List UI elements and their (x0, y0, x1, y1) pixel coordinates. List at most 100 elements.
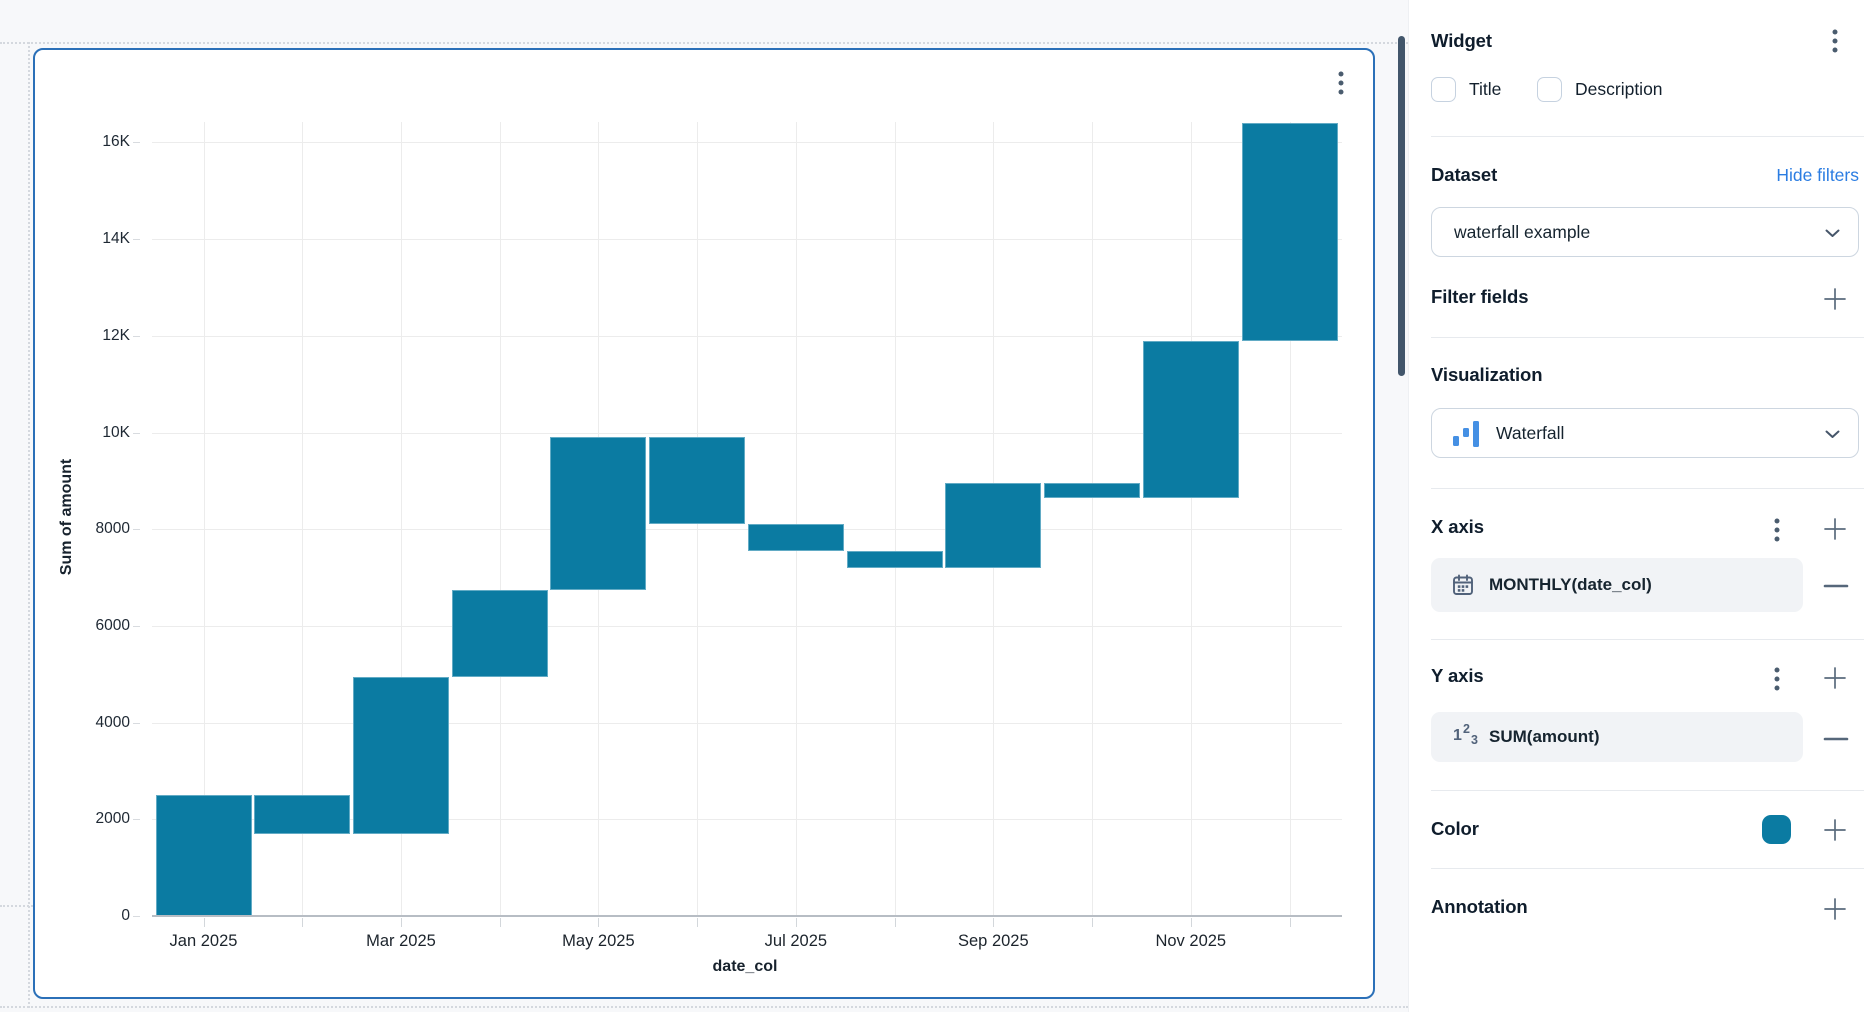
x-axis-tick (203, 918, 205, 927)
hide-filters-link[interactable]: Hide filters (1776, 165, 1859, 185)
plot-horizontal-gridline (152, 625, 1342, 627)
waterfall-bar[interactable] (155, 795, 252, 916)
waterfall-bar[interactable] (451, 589, 548, 677)
dataset-select[interactable]: waterfall example (1431, 207, 1859, 257)
title-checkbox[interactable] (1431, 77, 1456, 102)
add-x-axis-field-plus-icon[interactable] (1822, 516, 1848, 542)
waterfall-bar[interactable] (254, 795, 351, 834)
x-axis-kebab-menu-icon[interactable] (1772, 517, 1782, 543)
remove-x-axis-field-minus-icon[interactable] (1823, 579, 1849, 589)
waterfall-bar[interactable] (649, 437, 746, 525)
waterfall-bar[interactable] (747, 524, 844, 551)
plot-horizontal-gridline (152, 335, 1342, 337)
y-tick-label: 10K (102, 423, 130, 441)
add-annotation-plus-icon[interactable] (1822, 896, 1848, 922)
section-divider (1431, 488, 1864, 489)
filter-fields-section-title: Filter fields (1431, 286, 1529, 307)
add-y-axis-field-plus-icon[interactable] (1822, 665, 1848, 691)
x-axis-tick (795, 918, 797, 927)
x-tick-label: Jul 2025 (764, 932, 828, 950)
canvas-grid-guide-top (0, 42, 1408, 44)
y-axis-tick (133, 335, 140, 337)
waterfall-bar[interactable] (352, 676, 449, 834)
waterfall-bar[interactable] (945, 483, 1042, 568)
dataset-select-value: waterfall example (1454, 222, 1591, 242)
waterfall-bar[interactable] (846, 550, 943, 568)
widget-kebab-menu-icon[interactable] (1336, 70, 1346, 96)
waterfall-bar[interactable] (1044, 483, 1141, 498)
plot-horizontal-gridline (152, 239, 1342, 241)
x-axis-tick (1289, 918, 1291, 927)
y-tick-label: 14K (102, 230, 130, 248)
y-tick-label: 0 (121, 907, 130, 924)
description-checkbox-label: Description (1575, 79, 1663, 99)
visualization-select-value: Waterfall (1496, 423, 1565, 443)
color-section-title: Color (1431, 818, 1479, 839)
y-axis-section-title: Y axis (1431, 665, 1484, 686)
plot-vertical-gridline (499, 122, 501, 916)
x-axis-tick (302, 918, 304, 927)
add-filter-field-plus-icon[interactable] (1822, 286, 1848, 312)
plot-horizontal-gridline (152, 529, 1342, 531)
y-axis-tick (133, 142, 140, 144)
plot-vertical-gridline (203, 122, 205, 916)
plot-horizontal-gridline (152, 142, 1342, 144)
section-divider (1431, 868, 1864, 869)
x-axis-tick (697, 918, 699, 927)
x-axis-tick (400, 918, 402, 927)
x-tick-label: Sep 2025 (958, 932, 1029, 950)
plot-vertical-gridline (1289, 122, 1291, 916)
canvas-grid-guide-left (28, 42, 30, 1008)
section-divider (1431, 790, 1864, 791)
y-axis-tick (133, 722, 140, 724)
y-axis-tick (133, 529, 140, 531)
y-axis-field-label: SUM(amount) (1489, 727, 1600, 746)
y-axis-tick (133, 239, 140, 241)
widget-kebab-menu-icon[interactable] (1830, 28, 1840, 56)
plot-vertical-gridline (400, 122, 402, 916)
y-tick-label: 4000 (95, 713, 130, 731)
waterfall-bar[interactable] (1241, 123, 1338, 341)
waterfall-bar[interactable] (1142, 340, 1239, 498)
y-tick-label: 8000 (95, 520, 130, 538)
panel-scrollbar-thumb[interactable] (1398, 36, 1405, 376)
x-axis-tick (894, 918, 896, 927)
x-tick-label: Mar 2025 (366, 932, 436, 950)
widget-section-title: Widget (1431, 30, 1492, 51)
x-tick-label: Nov 2025 (1155, 932, 1227, 950)
x-axis-tick (1190, 918, 1192, 927)
visualization-select[interactable]: Waterfall (1431, 408, 1859, 458)
y-axis-kebab-menu-icon[interactable] (1772, 666, 1782, 692)
x-axis-field-label: MONTHLY(date_col) (1489, 575, 1652, 594)
description-checkbox[interactable] (1537, 77, 1562, 102)
x-axis-tick (993, 918, 995, 927)
x-axis-title: date_col (712, 958, 778, 975)
section-divider (1431, 136, 1864, 137)
plot-vertical-gridline (1190, 122, 1192, 916)
calendar-icon (1453, 574, 1473, 595)
x-tick-label: May 2025 (562, 932, 635, 950)
x-axis-tick (499, 918, 501, 927)
canvas-grid-guide-row (0, 905, 33, 907)
x-axis-section-title: X axis (1431, 516, 1484, 537)
waterfall-widget-card[interactable]: Sum of amount date_col 0 2000 4000 6000 8000… (33, 48, 1375, 999)
y-axis-title: Sum of amount (58, 458, 75, 576)
x-axis-line (152, 915, 1342, 917)
x-axis-tick (1092, 918, 1094, 927)
y-tick-label: 2000 (95, 810, 130, 828)
waterfall-bar[interactable] (550, 437, 647, 590)
y-axis-tick (133, 819, 140, 821)
remove-y-axis-field-minus-icon[interactable] (1823, 732, 1849, 742)
plot-horizontal-gridline (152, 722, 1342, 724)
x-axis-field-chip[interactable]: MONTHLY(date_col) (1431, 558, 1803, 612)
add-color-plus-icon[interactable] (1822, 817, 1848, 843)
widget-settings-panel: Widget Title Description Dataset Hide fi… (1408, 0, 1864, 1012)
color-swatch[interactable] (1762, 815, 1791, 844)
chevron-down-icon (1825, 229, 1840, 237)
title-checkbox-label: Title (1469, 79, 1502, 99)
y-axis-tick (133, 916, 140, 917)
x-tick-label: Jan 2025 (169, 932, 238, 950)
visualization-section-title: Visualization (1431, 364, 1543, 385)
